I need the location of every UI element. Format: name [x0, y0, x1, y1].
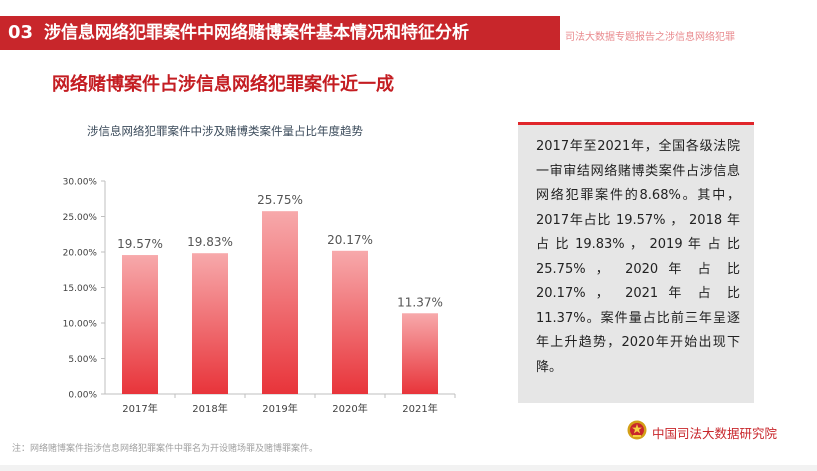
- x-tick-label: 2018年: [192, 402, 227, 415]
- chart-title: 涉信息网络犯罪案件中涉及赌博类案件量占比年度趋势: [87, 124, 363, 138]
- x-tick-label: 2019年: [262, 402, 297, 415]
- institution-name: 中国司法大数据研究院: [652, 426, 778, 441]
- national-emblem-icon: [627, 420, 647, 440]
- y-tick-label: 30.00%: [63, 178, 98, 188]
- y-tick-label: 20.00%: [63, 249, 98, 259]
- page-heading: 网络赌博案件占涉信息网络犯罪案件近一成: [52, 74, 394, 95]
- header-bar: 03 涉信息网络犯罪案件中网络赌博案件基本情况和特征分析: [0, 16, 560, 50]
- data-label: 19.57%: [117, 237, 163, 251]
- data-label: 19.83%: [187, 235, 233, 249]
- section-title: 涉信息网络犯罪案件中网络赌博案件基本情况和特征分析: [44, 23, 469, 43]
- section-number: 03: [8, 22, 34, 43]
- x-tick-label: 2021年: [402, 402, 437, 415]
- bottom-divider: [0, 465, 817, 471]
- y-tick-label: 25.00%: [63, 213, 98, 223]
- bar: [122, 255, 158, 394]
- summary-textbox: 2017年至2021年，全国各级法院一审审结网络赌博类案件占涉信息网络犯罪案件的…: [518, 122, 754, 403]
- bar: [402, 313, 438, 394]
- footnote: 注：网络赌博案件指涉信息网络犯罪案件中罪名为开设赌场罪及赌博罪案件。: [12, 444, 319, 454]
- y-tick-label: 15.00%: [63, 284, 98, 294]
- data-label: 25.75%: [257, 193, 303, 207]
- data-label: 20.17%: [327, 233, 373, 247]
- y-tick-label: 10.00%: [63, 320, 98, 330]
- summary-text: 2017年至2021年，全国各级法院一审审结网络赌博类案件占涉信息网络犯罪案件的…: [536, 139, 740, 375]
- y-tick-label: 5.00%: [68, 355, 97, 365]
- report-subtitle: 司法大数据专题报告之涉信息网络犯罪: [565, 32, 735, 43]
- bar: [332, 250, 368, 394]
- x-tick-label: 2017年: [122, 402, 157, 415]
- bar: [262, 211, 298, 394]
- y-tick-label: 0.00%: [68, 391, 97, 401]
- x-tick-label: 2020年: [332, 402, 367, 415]
- bar: [192, 253, 228, 394]
- data-label: 11.37%: [397, 295, 443, 309]
